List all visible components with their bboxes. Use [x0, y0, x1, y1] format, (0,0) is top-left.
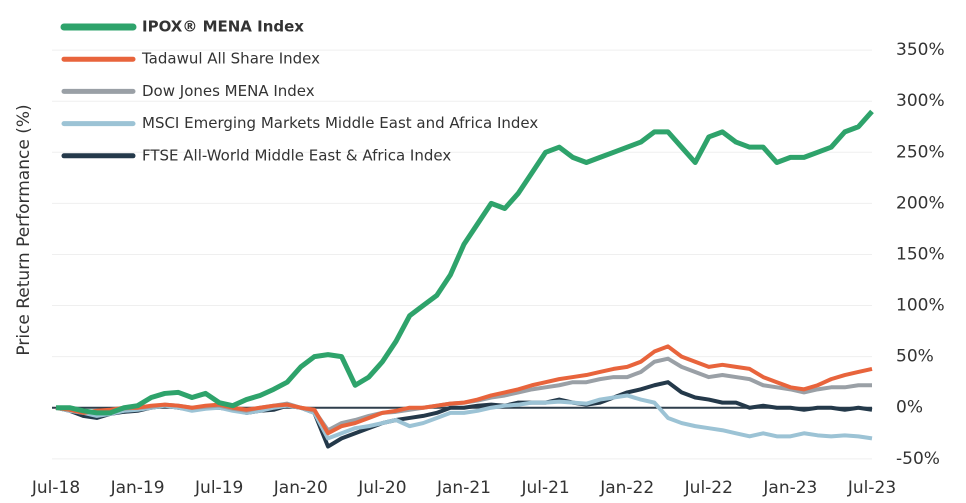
x-tick-label: Jan-22 [599, 478, 654, 498]
y-tick-label: 50% [896, 347, 934, 367]
y-tick-label: 150% [896, 244, 945, 264]
x-tick-label: Jul-20 [357, 478, 406, 498]
series-line [56, 109, 874, 416]
x-tick-label: Jan-19 [110, 478, 165, 498]
y-tick-label: 200% [896, 193, 945, 213]
y-tick-label: 300% [896, 91, 945, 111]
legend-label: FTSE All-World Middle East & Africa Inde… [142, 146, 451, 164]
legend-label: IPOX® MENA Index [142, 18, 304, 36]
y-tick-label: -50% [896, 449, 940, 469]
legend-label: Tadawul All Share Index [141, 50, 320, 68]
y-tick-label: 100% [896, 296, 945, 316]
y-tick-label: 250% [896, 142, 945, 162]
x-tick-label: Jan-21 [436, 478, 491, 498]
x-tick-label: Jan-23 [762, 478, 817, 498]
x-tick-label: Jul-23 [847, 478, 896, 498]
series-line [55, 344, 873, 436]
x-tick-label: Jul-21 [520, 478, 569, 498]
series-line [55, 393, 873, 441]
legend-label: MSCI Emerging Markets Middle East and Af… [142, 114, 538, 132]
y-axis-title: Price Return Performance (%) [14, 104, 34, 355]
x-tick-label: Jul-22 [684, 478, 733, 498]
x-tick-label: Jul-19 [194, 478, 243, 498]
y-tick-label: 350% [896, 40, 945, 60]
x-tick-label: Jul-18 [31, 478, 80, 498]
x-tick-label: Jan-20 [273, 478, 328, 498]
y-tick-label: 0% [896, 398, 923, 418]
legend-label: Dow Jones MENA Index [142, 82, 315, 100]
